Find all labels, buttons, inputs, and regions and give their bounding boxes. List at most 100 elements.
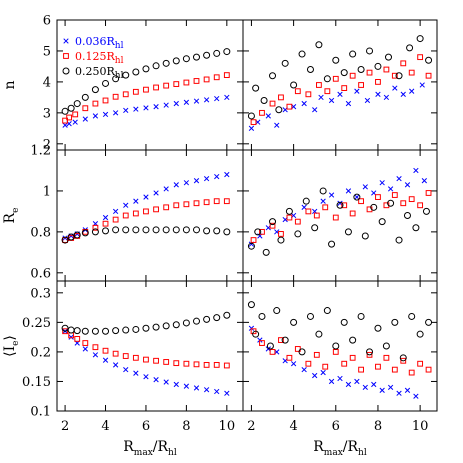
point-r125 [163, 82, 170, 89]
point-r250 [298, 50, 306, 58]
point-r125 [294, 88, 301, 95]
point-r125 [213, 362, 220, 368]
point-r036 [112, 208, 119, 215]
point-r036 [123, 107, 129, 114]
point-r250 [73, 100, 81, 108]
y-tick-label: 2 [43, 137, 51, 152]
y-tick-label: 0.15 [22, 375, 51, 390]
point-r125 [112, 93, 119, 100]
point-r036 [248, 125, 255, 131]
legend-marker-r036 [63, 38, 69, 44]
point-r125 [193, 361, 200, 368]
panels [56, 19, 438, 412]
point-r036 [337, 91, 343, 97]
point-r036 [354, 88, 360, 94]
point-r250 [254, 228, 262, 236]
point-r036 [392, 85, 398, 91]
point-r036 [379, 180, 385, 186]
point-r036 [203, 176, 210, 182]
point-r125 [259, 109, 265, 116]
point-r125 [358, 366, 364, 373]
point-r036 [224, 390, 230, 396]
legend-label-r125: 0.125Rhl [75, 50, 124, 66]
point-r125 [82, 105, 89, 112]
point-r036 [419, 82, 425, 88]
point-r250 [311, 224, 319, 232]
y-tick-label: 1 [43, 184, 51, 199]
point-r125 [417, 202, 424, 209]
point-r250 [366, 47, 374, 55]
point-r250 [357, 312, 365, 320]
point-r250 [391, 318, 399, 326]
point-r250 [281, 336, 289, 344]
point-r125 [132, 210, 139, 217]
point-r036 [301, 366, 307, 373]
point-r250 [122, 326, 130, 334]
point-r125 [193, 200, 200, 207]
point-r036 [362, 184, 368, 190]
point-r125 [349, 210, 356, 217]
x-tick-label: 2 [61, 419, 69, 434]
point-r250 [223, 48, 231, 56]
point-r036 [312, 107, 318, 113]
point-r036 [112, 362, 119, 368]
point-r250 [412, 224, 420, 232]
point-r250 [252, 330, 260, 338]
point-r036 [274, 122, 280, 128]
point-r250 [269, 218, 277, 226]
point-r036 [82, 346, 88, 352]
point-r125 [313, 351, 320, 358]
point-r250 [290, 318, 298, 326]
point-r036 [328, 97, 335, 104]
y-tick-label: 0.1 [30, 405, 51, 420]
panel-Ie-left [56, 280, 244, 412]
point-r250 [142, 324, 150, 332]
point-r250 [366, 348, 374, 356]
point-r125 [278, 94, 284, 101]
point-r125 [294, 218, 301, 225]
panel-frame [56, 149, 244, 282]
point-r250 [298, 348, 306, 356]
point-r125 [417, 360, 424, 367]
point-r036 [383, 94, 390, 101]
point-r250 [340, 318, 348, 326]
point-r250 [387, 199, 395, 207]
point-r250 [193, 53, 200, 61]
point-r125 [286, 214, 293, 221]
point-r250 [340, 69, 348, 77]
point-r036 [409, 88, 415, 94]
point-r036 [133, 370, 139, 376]
point-r036 [421, 178, 428, 184]
point-r125 [153, 206, 159, 213]
point-r250 [328, 240, 336, 248]
point-r250 [277, 236, 285, 244]
point-r250 [152, 62, 160, 70]
point-r125 [102, 220, 109, 227]
point-r250 [361, 232, 369, 240]
y-tick-label: 0.25 [22, 316, 51, 331]
point-r125 [366, 351, 373, 358]
point-r036 [173, 182, 179, 188]
point-r125 [223, 198, 230, 205]
point-r036 [224, 171, 230, 178]
point-r125 [391, 192, 398, 198]
point-r036 [396, 390, 402, 396]
point-r250 [142, 65, 150, 73]
point-r250 [247, 301, 255, 309]
point-r125 [425, 72, 432, 79]
point-r250 [203, 51, 211, 59]
point-r036 [364, 97, 371, 104]
point-r250 [172, 226, 180, 234]
point-r250 [73, 327, 81, 335]
point-r125 [417, 54, 424, 61]
y-tick-label: 0.3 [30, 286, 51, 301]
point-r036 [133, 198, 139, 204]
point-r125 [193, 78, 200, 84]
point-r125 [316, 82, 322, 88]
point-r250 [290, 81, 298, 89]
point-r036 [173, 381, 179, 388]
point-r250 [182, 55, 190, 63]
point-r125 [132, 354, 139, 361]
point-r036 [345, 381, 352, 388]
point-r250 [142, 226, 150, 234]
